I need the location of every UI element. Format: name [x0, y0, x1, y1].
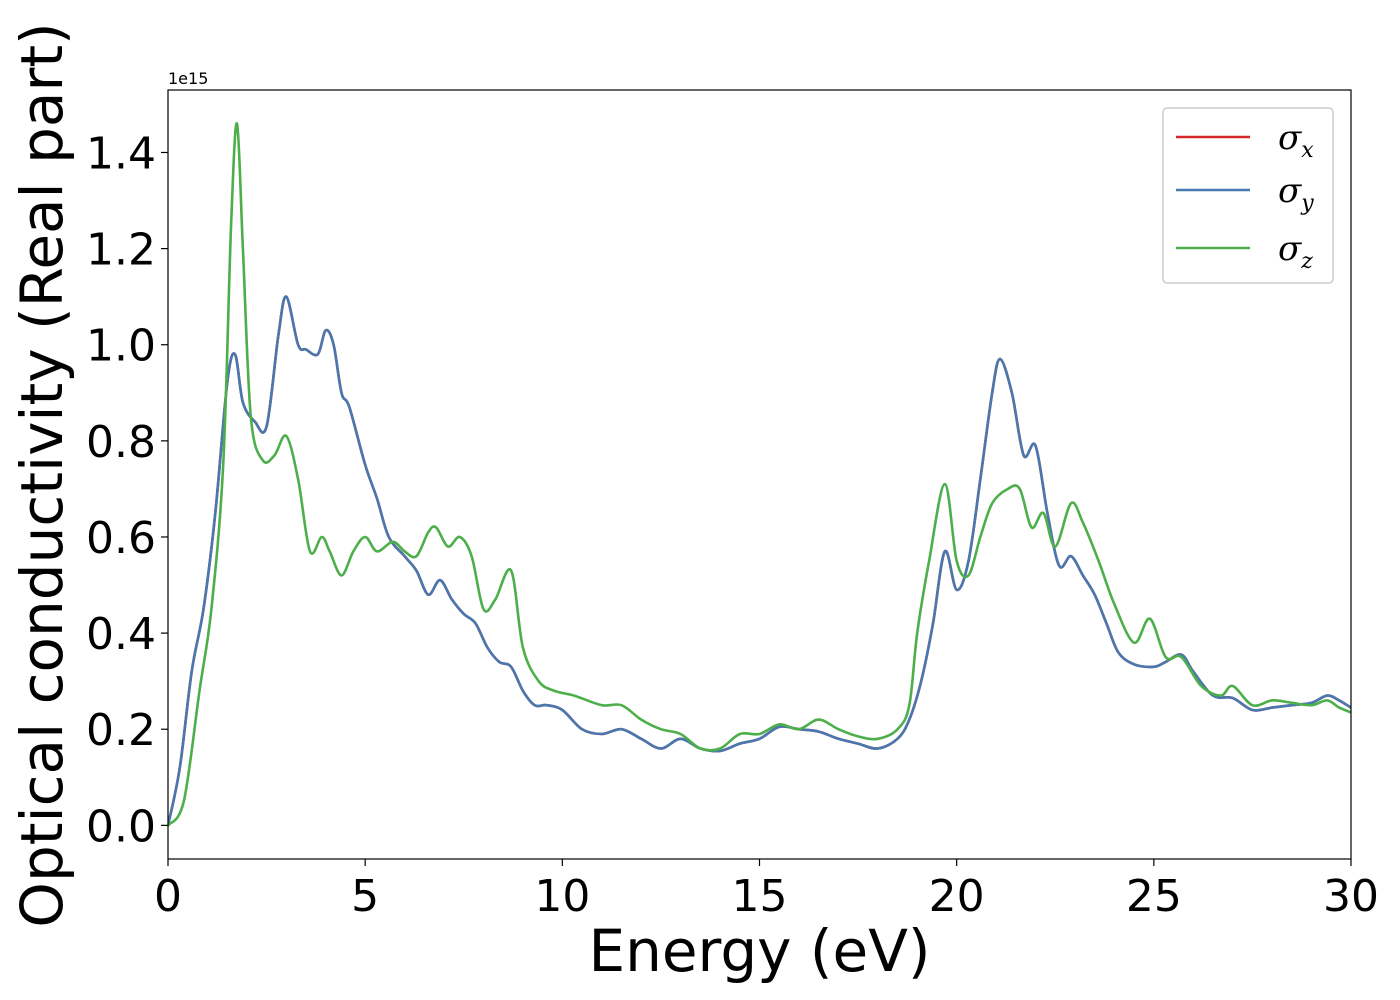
- legend-box: [1162, 107, 1334, 284]
- series-line-y: [168, 295, 1351, 827]
- y-tick-label: 0.6: [86, 513, 156, 564]
- plot-lines: [168, 122, 1351, 827]
- y-axis-label: Optical conductivity (Real part): [8, 22, 76, 927]
- y-tick-label: 1.0: [86, 321, 156, 372]
- y-tick-label: 0.0: [86, 801, 156, 852]
- x-tick-label: 10: [534, 871, 590, 922]
- x-tick-label: 0: [154, 871, 182, 922]
- legend-entries: σx σy σz: [1176, 118, 1314, 274]
- legend: σx σy σz: [1162, 107, 1334, 284]
- x-tick-label: 5: [351, 871, 379, 922]
- x-axis-ticks: 0 5 10 15 20 25 30: [154, 859, 1379, 922]
- y-tick-label: 1.4: [86, 128, 156, 179]
- y-tick-label: 1.2: [86, 225, 156, 276]
- y-axis-offset-text: 1e15: [168, 69, 208, 88]
- legend-label-z: σz: [1278, 229, 1313, 274]
- series-line-z: [168, 122, 1351, 827]
- x-axis-label: Energy (eV): [588, 917, 930, 985]
- y-tick-label: 0.4: [86, 609, 156, 660]
- series-line-x: [168, 295, 1351, 827]
- y-axis-ticks: 0.0 0.2 0.4 0.6 0.8 1.0 1.2 1.4: [86, 128, 168, 852]
- x-tick-label: 15: [732, 871, 788, 922]
- legend-label-x: σx: [1278, 118, 1314, 163]
- legend-label-y: σy: [1278, 171, 1314, 216]
- y-tick-label: 0.8: [86, 417, 156, 468]
- x-tick-label: 30: [1323, 871, 1379, 922]
- x-tick-label: 25: [1126, 871, 1182, 922]
- y-tick-label: 0.2: [86, 705, 156, 756]
- x-tick-label: 20: [929, 871, 985, 922]
